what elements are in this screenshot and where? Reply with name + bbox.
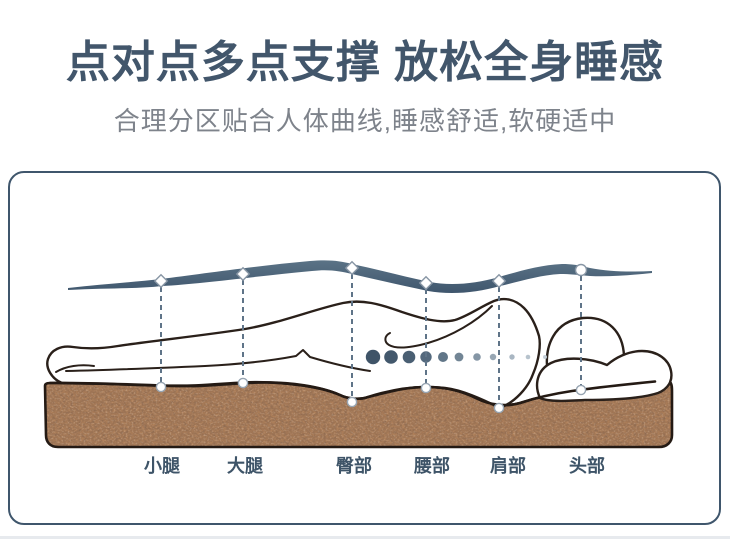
support-ribbon xyxy=(68,260,652,294)
arm-line xyxy=(384,305,493,349)
mattress-surface-line xyxy=(48,380,657,407)
zone-label-shoulder: 肩部 xyxy=(490,456,526,476)
ribbon-markers xyxy=(153,260,588,291)
second-foot-line xyxy=(55,364,95,373)
page-subtitle: 合理分区贴合人体曲线,睡感舒适,软硬适中 xyxy=(113,106,617,136)
pressure-dot-icon xyxy=(402,350,416,364)
mattress-shape xyxy=(43,379,674,449)
pressure-dot-icon xyxy=(473,353,481,361)
surface-marker-icon xyxy=(237,377,249,389)
zone-label-hip: 臀部 xyxy=(336,456,372,476)
surface-marker-icon xyxy=(155,381,167,393)
zone-label-head: 头部 xyxy=(569,456,605,476)
zone-label-waist: 腰部 xyxy=(414,456,450,476)
surface-markers xyxy=(155,377,587,414)
zone-label-thigh: 大腿 xyxy=(227,456,263,476)
ribbon-marker-icon xyxy=(153,273,169,289)
pressure-dot-icon xyxy=(438,352,448,362)
ribbon-marker-icon xyxy=(344,260,360,276)
pressure-dot-icon xyxy=(384,350,398,364)
page-title: 点对点多点支撑 放松全身睡感 xyxy=(65,38,665,87)
legs-separator-line xyxy=(65,349,371,372)
zone-label-calf: 小腿 xyxy=(144,456,180,476)
surface-marker-icon xyxy=(420,382,432,394)
sleeper-outline xyxy=(46,297,673,410)
pillow-arm xyxy=(535,349,673,403)
pressure-dot-icon xyxy=(509,354,515,360)
pressure-dot-icon xyxy=(525,354,531,360)
pressure-dot-icon xyxy=(543,355,547,359)
pressure-dot-icon xyxy=(454,352,464,362)
pressure-dot-icon xyxy=(365,349,381,365)
surface-marker-icon xyxy=(493,402,505,414)
surface-marker-icon xyxy=(346,396,358,408)
ribbon-marker-icon xyxy=(491,273,507,289)
ribbon-marker-icon xyxy=(418,275,434,291)
ribbon-marker-icon xyxy=(574,263,588,277)
body-support-diagram xyxy=(43,260,674,449)
zone-guides xyxy=(160,274,582,402)
pressure-dot-icon xyxy=(489,353,497,361)
surface-marker-icon xyxy=(575,384,587,396)
ribbon-marker-icon xyxy=(235,266,251,282)
section-divider xyxy=(0,536,730,539)
